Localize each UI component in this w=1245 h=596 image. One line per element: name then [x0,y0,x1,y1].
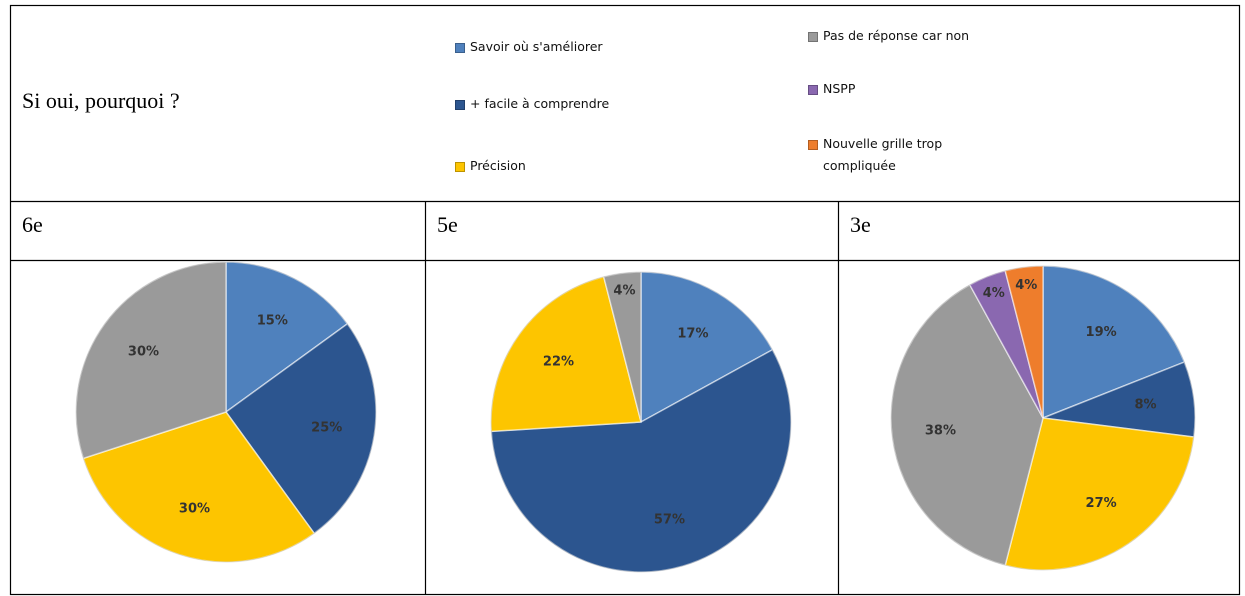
data-label: 38% [925,423,956,438]
legend-swatch [455,100,465,110]
legend-swatch [808,140,818,150]
legend-item: Précision [455,155,675,177]
legend-swatch [808,85,818,95]
legend-label: + facile à comprendre [470,96,610,111]
legend-label: Nouvelle grille trop compliquée [823,136,943,173]
legend-item: Savoir où s'améliorer [455,36,675,58]
data-label: 8% [1135,398,1157,413]
pie-slice [82,411,316,563]
data-label: 4% [983,286,1005,301]
data-label: 30% [128,345,159,360]
legend-item: NSPP [808,78,1008,100]
pie-slice [890,283,1044,567]
data-label: 57% [654,512,685,527]
data-label: 17% [677,327,708,342]
pie-slice [490,348,792,573]
pie-rim [75,261,377,563]
data-label: 25% [311,420,342,435]
pie-slice [1004,265,1044,419]
column-title: 5e [437,212,458,237]
pie-slice [1042,265,1186,420]
pie-slice [225,261,349,414]
legend-swatch [808,32,818,42]
legend-swatch [455,162,465,172]
data-label: 15% [257,314,288,329]
pie-slice [1004,417,1195,571]
pie-rim [490,271,792,573]
pie-slice [602,271,642,423]
legend-label: NSPP [823,81,856,96]
table-border [9,4,1241,596]
legend-item: + facile à comprendre [455,93,675,115]
legend-label: Pas de réponse car non [823,28,970,43]
data-label: 19% [1086,325,1117,340]
legend-label: Savoir où s'améliorer [470,39,603,54]
legend-item: Pas de réponse car non [808,25,1008,47]
pie-rim [890,265,1196,571]
column-title: 3e [850,212,871,237]
pie-slice [75,261,227,460]
legend-label: Précision [470,158,526,173]
legend-item: Nouvelle grille trop compliquée [808,133,968,177]
data-label: 30% [179,502,210,517]
data-label: 4% [613,284,635,299]
data-label: 22% [543,355,574,370]
pie-slice [640,271,774,424]
column-title: 6e [22,212,43,237]
pie-slice [490,275,642,433]
data-label: 4% [1015,278,1037,293]
legend-swatch [455,43,465,53]
question: Si oui, pourquoi ? [22,88,180,113]
data-label: 27% [1086,496,1117,511]
pie-slice [224,322,377,535]
